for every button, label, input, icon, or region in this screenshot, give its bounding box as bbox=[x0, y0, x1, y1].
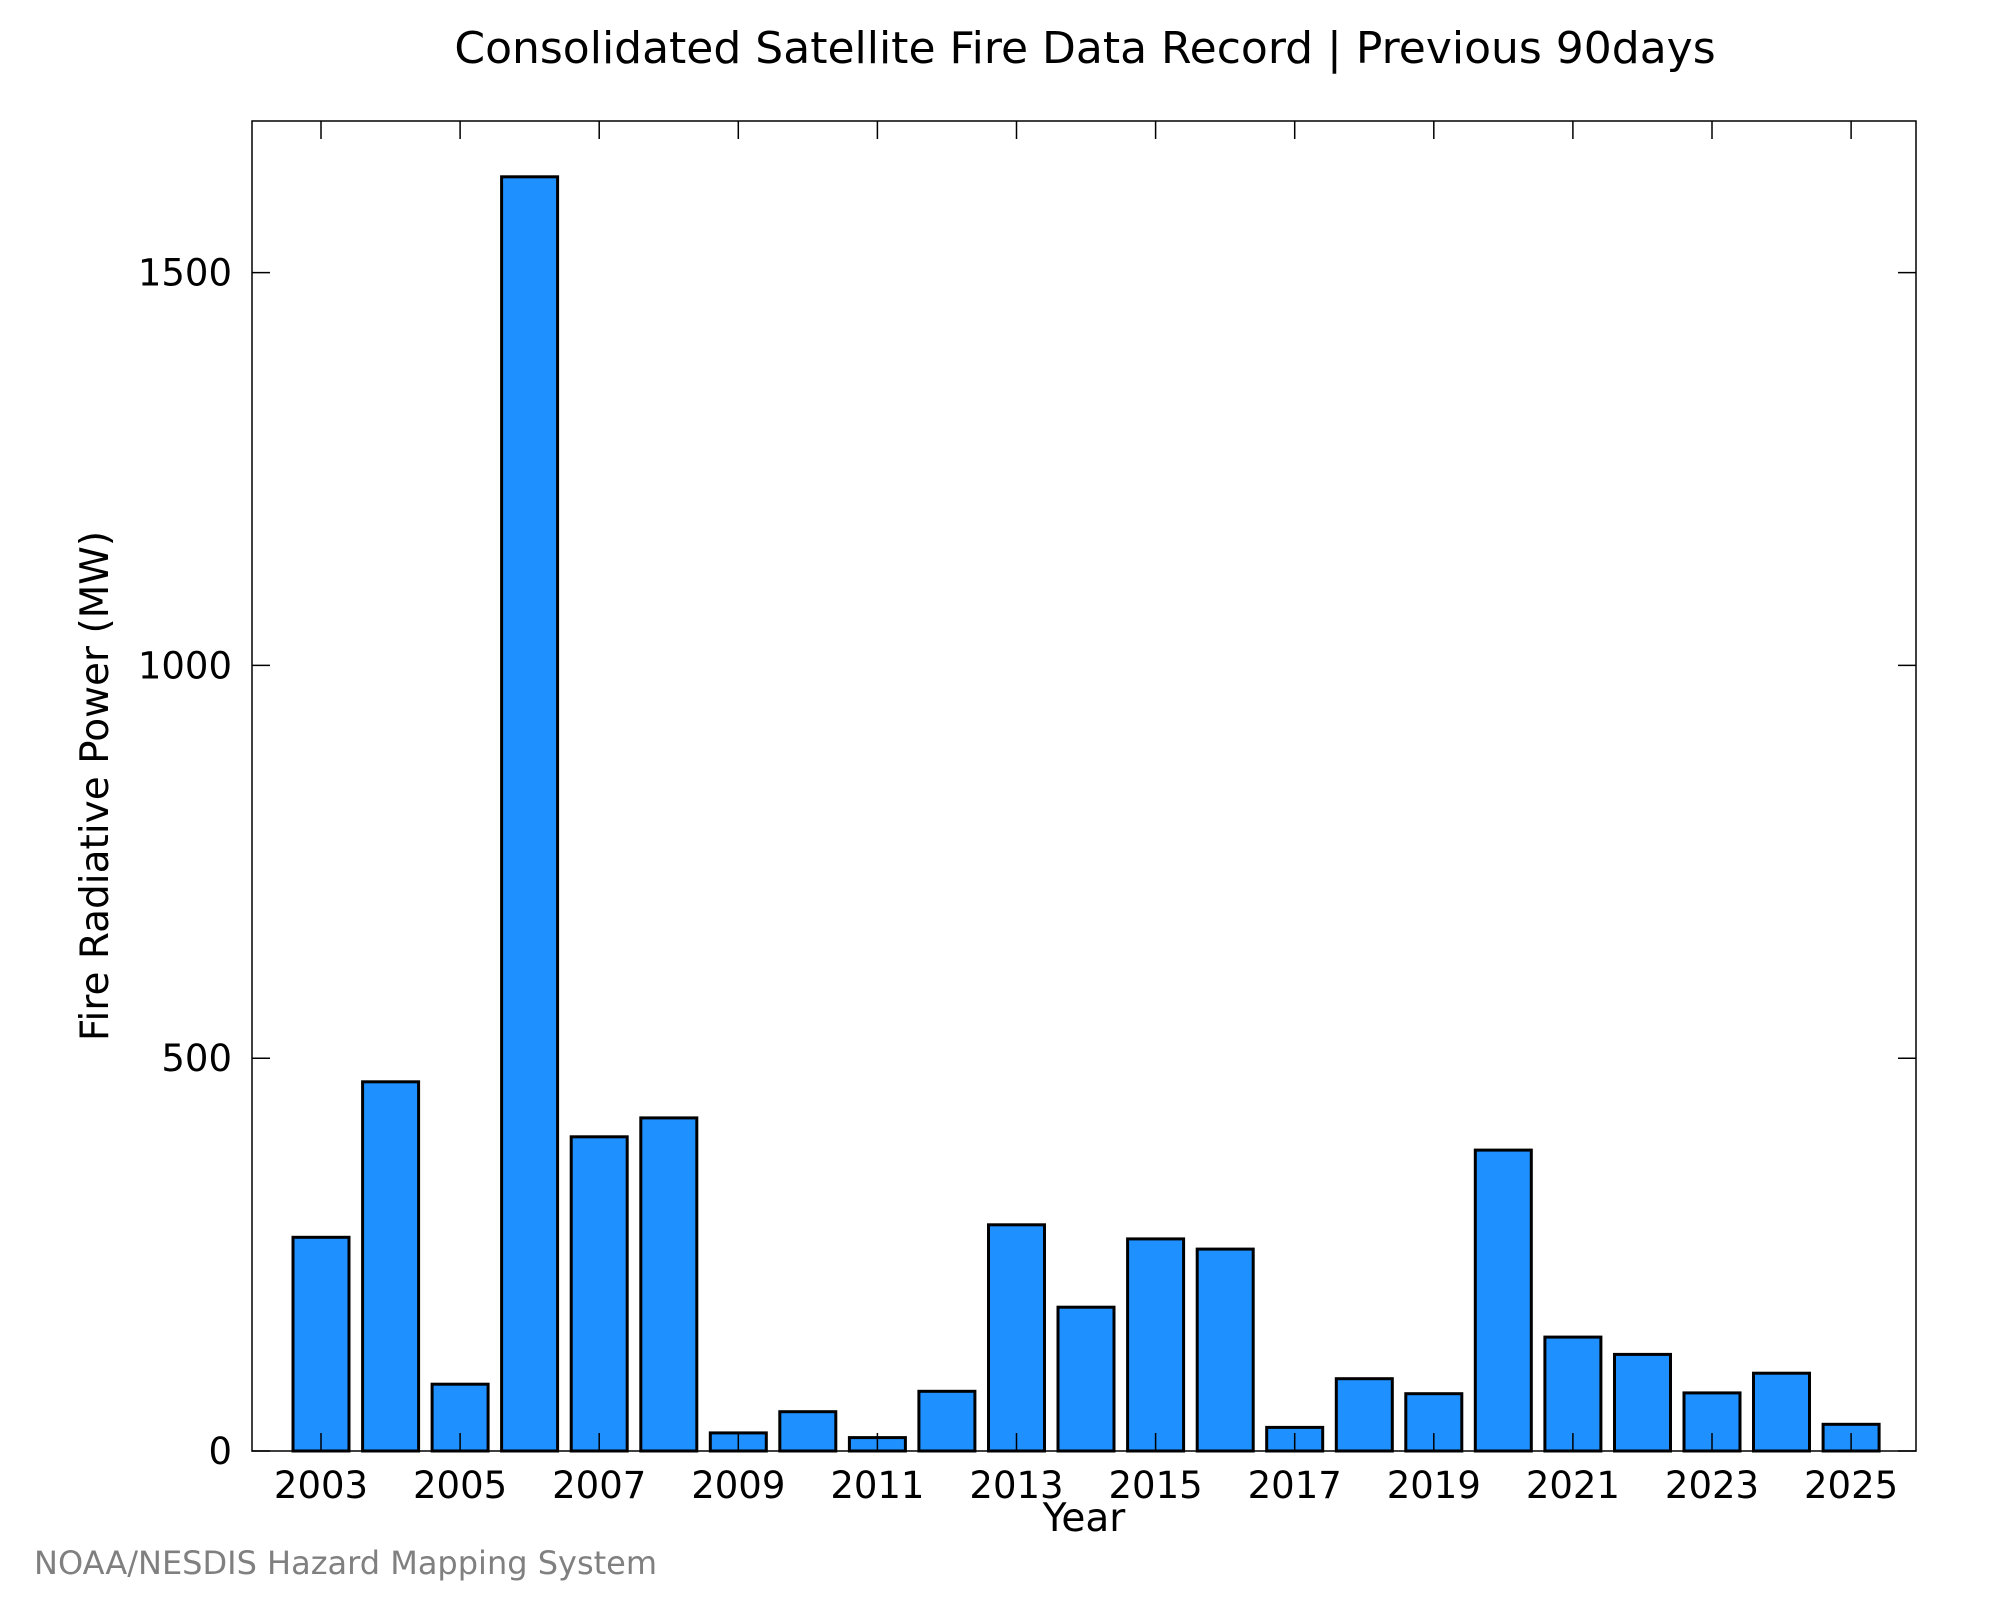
x-axis-label: Year bbox=[1042, 1496, 1127, 1541]
bars-group bbox=[291, 175, 1881, 1453]
bar-2013 bbox=[987, 1223, 1046, 1453]
bar-2008 bbox=[639, 1116, 699, 1453]
credit-text: NOAA/NESDIS Hazard Mapping System bbox=[34, 1544, 657, 1582]
bar-2003 bbox=[291, 1235, 351, 1453]
bar-2022 bbox=[1613, 1352, 1672, 1453]
x-tick-label-2017: 2017 bbox=[1248, 1464, 1342, 1507]
chart-title: Consolidated Satellite Fire Data Record … bbox=[454, 23, 1715, 74]
x-tick-label-2015: 2015 bbox=[1109, 1464, 1203, 1507]
x-tick-label-2005: 2005 bbox=[413, 1464, 507, 1507]
bar-2016 bbox=[1195, 1247, 1255, 1453]
plot-frame bbox=[251, 120, 1917, 1452]
bar-2006 bbox=[500, 175, 560, 1453]
x-axis: 2003 2005 2007 2009 2011 2013 2015 2017 2019 2021… bbox=[274, 121, 1898, 1507]
x-tick-label-2009: 2009 bbox=[691, 1464, 785, 1507]
x-tick-label-2011: 2011 bbox=[830, 1464, 924, 1507]
y-tick-label-500: 500 bbox=[161, 1037, 232, 1080]
bar-2014 bbox=[1056, 1305, 1116, 1453]
bar-2015 bbox=[1126, 1237, 1186, 1453]
x-tick-label-2019: 2019 bbox=[1387, 1464, 1481, 1507]
x-tick-label-2021: 2021 bbox=[1526, 1464, 1620, 1507]
y-axis: 0 500 1000 1500 bbox=[138, 252, 1916, 1473]
bar-2020 bbox=[1473, 1148, 1533, 1453]
bar-2024 bbox=[1752, 1371, 1811, 1453]
x-tick-label-2025: 2025 bbox=[1804, 1464, 1898, 1507]
y-tick-label-1500: 1500 bbox=[138, 252, 232, 295]
bar-2012 bbox=[917, 1389, 977, 1453]
y-tick-label-0: 0 bbox=[208, 1430, 232, 1473]
x-tick-label-2003: 2003 bbox=[274, 1464, 368, 1507]
bar-2004 bbox=[361, 1080, 421, 1453]
bar-2010 bbox=[778, 1410, 838, 1453]
x-tick-label-2013: 2013 bbox=[969, 1464, 1063, 1507]
bar-2007 bbox=[569, 1135, 629, 1453]
y-axis-label: Fire Radiative Power (MW) bbox=[73, 531, 118, 1041]
bar-2018 bbox=[1334, 1377, 1394, 1453]
x-tick-label-2023: 2023 bbox=[1665, 1464, 1759, 1507]
x-tick-label-2007: 2007 bbox=[552, 1464, 646, 1507]
y-tick-label-1000: 1000 bbox=[138, 644, 232, 687]
bar-2021 bbox=[1543, 1335, 1603, 1453]
